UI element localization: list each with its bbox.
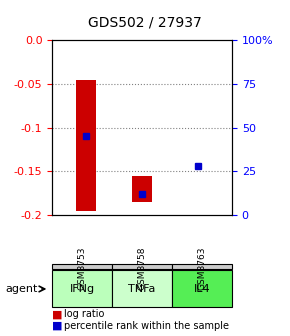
Text: agent: agent [6, 284, 38, 294]
Text: GSM8753: GSM8753 [78, 246, 87, 290]
Text: IL4: IL4 [194, 284, 210, 294]
Bar [132, 176, 152, 202]
Text: log ratio: log ratio [64, 309, 104, 319]
Text: ■: ■ [52, 309, 63, 319]
Text: IFNg: IFNg [70, 284, 95, 294]
Text: ■: ■ [52, 321, 63, 331]
Text: GSM8758: GSM8758 [137, 246, 147, 290]
Text: GSM8763: GSM8763 [197, 246, 206, 290]
Text: GDS502 / 27937: GDS502 / 27937 [88, 15, 202, 29]
Text: TNFa: TNFa [128, 284, 156, 294]
Text: percentile rank within the sample: percentile rank within the sample [64, 321, 229, 331]
Bar [76, 80, 96, 211]
